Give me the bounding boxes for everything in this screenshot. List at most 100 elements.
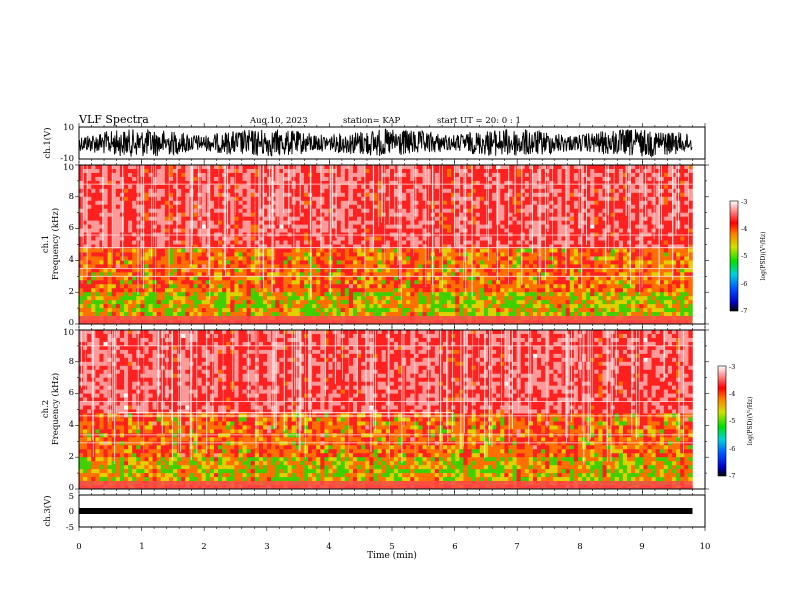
spectrogram-cell: [83, 248, 88, 253]
spectrogram-cell: [418, 236, 423, 241]
spectrogram-cell: [451, 300, 456, 305]
spectrogram-cell: [451, 208, 456, 213]
spectrogram-cell: [385, 220, 391, 225]
spectrogram-cell: [361, 296, 366, 301]
spectrogram-cell: [541, 165, 546, 170]
spectrogram-cell: [414, 268, 419, 273]
spectrogram-cell: [181, 252, 186, 257]
spectrogram-cell: [532, 308, 538, 313]
spectrogram-cell: [226, 284, 231, 289]
spectrogram-cell: [181, 176, 186, 182]
spectrogram-cell: [479, 196, 485, 202]
spectrogram-cell: [128, 244, 133, 249]
spectrogram-cell: [365, 292, 370, 297]
spectrogram-cell: [320, 188, 325, 194]
spectrogram-cell: [385, 292, 391, 297]
spectrogram-cell: [455, 280, 460, 285]
spectrogram-cell: [279, 176, 284, 182]
spectrogram-cell: [385, 276, 391, 281]
spectrogram-cell: [181, 165, 186, 170]
spectrogram-cell: [577, 312, 583, 317]
spectrogram-cell: [250, 228, 256, 233]
spectrogram-cell: [389, 300, 395, 305]
spectrogram-cell: [373, 228, 378, 233]
spectrogram-cell: [115, 180, 121, 186]
spectrogram-cell: [496, 200, 501, 206]
spectrogram-cell: [565, 296, 571, 301]
spectrogram-cell: [226, 196, 231, 202]
spectrogram-cell: [398, 280, 403, 285]
spectrogram-cell: [91, 236, 96, 241]
spectrogram-cell: [582, 248, 587, 253]
spectrogram-cell: [205, 252, 211, 257]
spectrogram-cell: [275, 212, 280, 217]
spectrogram-cell: [299, 248, 305, 253]
spectrogram-cell: [95, 260, 100, 265]
spectrogram-cell: [381, 240, 387, 245]
spectrogram-cell: [492, 272, 497, 277]
spectrogram-cell: [451, 292, 456, 297]
spectrogram-cell: [316, 312, 321, 317]
spectrogram-cell: [320, 228, 325, 233]
spectrogram-cell: [332, 208, 337, 213]
spectrogram-cell: [177, 296, 182, 301]
spectrogram-cell: [365, 256, 370, 261]
spectrogram-cell: [553, 300, 558, 305]
spectrogram-cell: [99, 284, 104, 289]
spectrogram-cell: [316, 252, 321, 257]
spectrogram-cell: [136, 180, 141, 186]
spectrogram-cell: [545, 300, 550, 305]
spectrogram-cell: [144, 252, 149, 257]
spectrogram-cell: [156, 276, 162, 281]
spectrogram-cell: [128, 272, 133, 277]
spectrogram-cell: [479, 172, 485, 178]
spectrogram-cell: [209, 228, 215, 233]
spectrogram-cell: [516, 296, 522, 301]
spectrogram-cell: [549, 212, 554, 217]
spectrogram-cell: [451, 220, 456, 225]
spectrogram-cell: [475, 292, 481, 297]
spectrogram-cell: [173, 264, 178, 269]
spectrogram-cell: [213, 280, 219, 285]
spectrogram-cell: [283, 192, 288, 198]
spectrogram-cell: [369, 272, 374, 277]
spectrogram-cell: [532, 176, 538, 182]
spectrogram-cell: [475, 256, 481, 261]
spectrogram-cell: [148, 288, 153, 293]
spectrogram-cell: [115, 304, 121, 309]
spectrogram-cell: [336, 252, 342, 257]
spectrogram-cell: [365, 236, 370, 241]
spectrogram-cell: [258, 284, 264, 289]
spectrogram-cell: [246, 204, 252, 210]
spectrogram-cell: [312, 220, 317, 225]
spectrogram-cell: [451, 188, 456, 194]
spectrogram-cell: [340, 256, 346, 261]
spectrogram-cell: [197, 165, 202, 170]
spectrogram-cell: [123, 280, 129, 285]
spectrogram-cell: [205, 268, 211, 273]
spectrogram-cell: [418, 165, 423, 170]
spectrogram-cell: [557, 212, 562, 217]
spectrogram-cell: [586, 228, 591, 233]
spectrogram-cell: [222, 292, 227, 297]
spectrogram-cell: [197, 204, 202, 210]
spectrogram-cell: [512, 212, 517, 217]
spectrogram-cell: [353, 212, 358, 217]
spectrogram-cell: [148, 284, 153, 289]
spectrogram-cell: [467, 264, 472, 269]
spectrogram-cell: [185, 288, 190, 293]
spectrogram-cell: [111, 216, 117, 221]
spectrogram-cell: [299, 244, 305, 249]
spectrogram-cell: [344, 168, 350, 174]
spectrogram-cell: [299, 216, 305, 221]
spectrogram-cell: [295, 244, 301, 249]
spectrogram-cell: [230, 192, 235, 198]
spectrogram-cell: [348, 304, 354, 309]
spectrogram-cell: [95, 268, 100, 273]
spectrogram-cell: [316, 268, 321, 273]
spectrogram-cell: [422, 196, 427, 202]
spectrogram-cell: [287, 312, 292, 317]
spectrogram-cell: [471, 248, 477, 253]
spectrogram-cell: [242, 220, 247, 225]
spectrogram-cell: [209, 276, 215, 281]
